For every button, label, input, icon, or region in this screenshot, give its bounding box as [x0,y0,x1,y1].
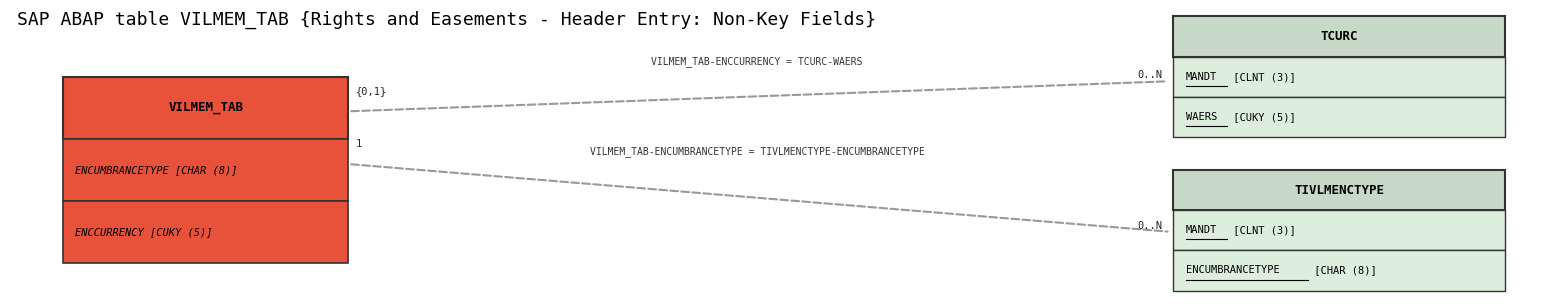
Text: 0..N: 0..N [1137,221,1163,231]
FancyBboxPatch shape [1174,57,1505,97]
Text: TCURC: TCURC [1321,30,1358,43]
Text: ENCUMBRANCETYPE: ENCUMBRANCETYPE [1187,265,1279,275]
Text: [CUKY (5)]: [CUKY (5)] [1227,112,1295,122]
Text: VILMEM_TAB: VILMEM_TAB [168,101,243,114]
Text: 0..N: 0..N [1137,70,1163,80]
Text: MANDT: MANDT [1187,72,1217,82]
Text: {0,1}: {0,1} [355,86,388,96]
FancyBboxPatch shape [1174,210,1505,250]
FancyBboxPatch shape [1174,250,1505,291]
FancyBboxPatch shape [63,139,348,201]
Text: [CLNT (3)]: [CLNT (3)] [1227,72,1295,82]
Text: [CHAR (8)]: [CHAR (8)] [1309,265,1377,275]
Text: ENCUMBRANCETYPE [CHAR (8)]: ENCUMBRANCETYPE [CHAR (8)] [76,165,238,175]
Text: ENCCURRENCY [CUKY (5)]: ENCCURRENCY [CUKY (5)] [76,227,213,237]
Text: [CLNT (3)]: [CLNT (3)] [1227,225,1295,235]
Text: VILMEM_TAB-ENCCURRENCY = TCURC-WAERS: VILMEM_TAB-ENCCURRENCY = TCURC-WAERS [652,56,862,67]
FancyBboxPatch shape [63,201,348,264]
Text: VILMEM_TAB-ENCUMBRANCETYPE = TIVLMENCTYPE-ENCUMBRANCETYPE: VILMEM_TAB-ENCUMBRANCETYPE = TIVLMENCTYP… [590,147,924,157]
FancyBboxPatch shape [63,77,348,139]
Text: TIVLMENCTYPE: TIVLMENCTYPE [1295,184,1384,197]
Text: 1: 1 [355,139,363,149]
FancyBboxPatch shape [1174,16,1505,57]
FancyBboxPatch shape [1174,97,1505,137]
Text: WAERS: WAERS [1187,112,1217,122]
Text: MANDT: MANDT [1187,225,1217,235]
FancyBboxPatch shape [1174,170,1505,210]
Text: SAP ABAP table VILMEM_TAB {Rights and Easements - Header Entry: Non-Key Fields}: SAP ABAP table VILMEM_TAB {Rights and Ea… [17,10,876,29]
